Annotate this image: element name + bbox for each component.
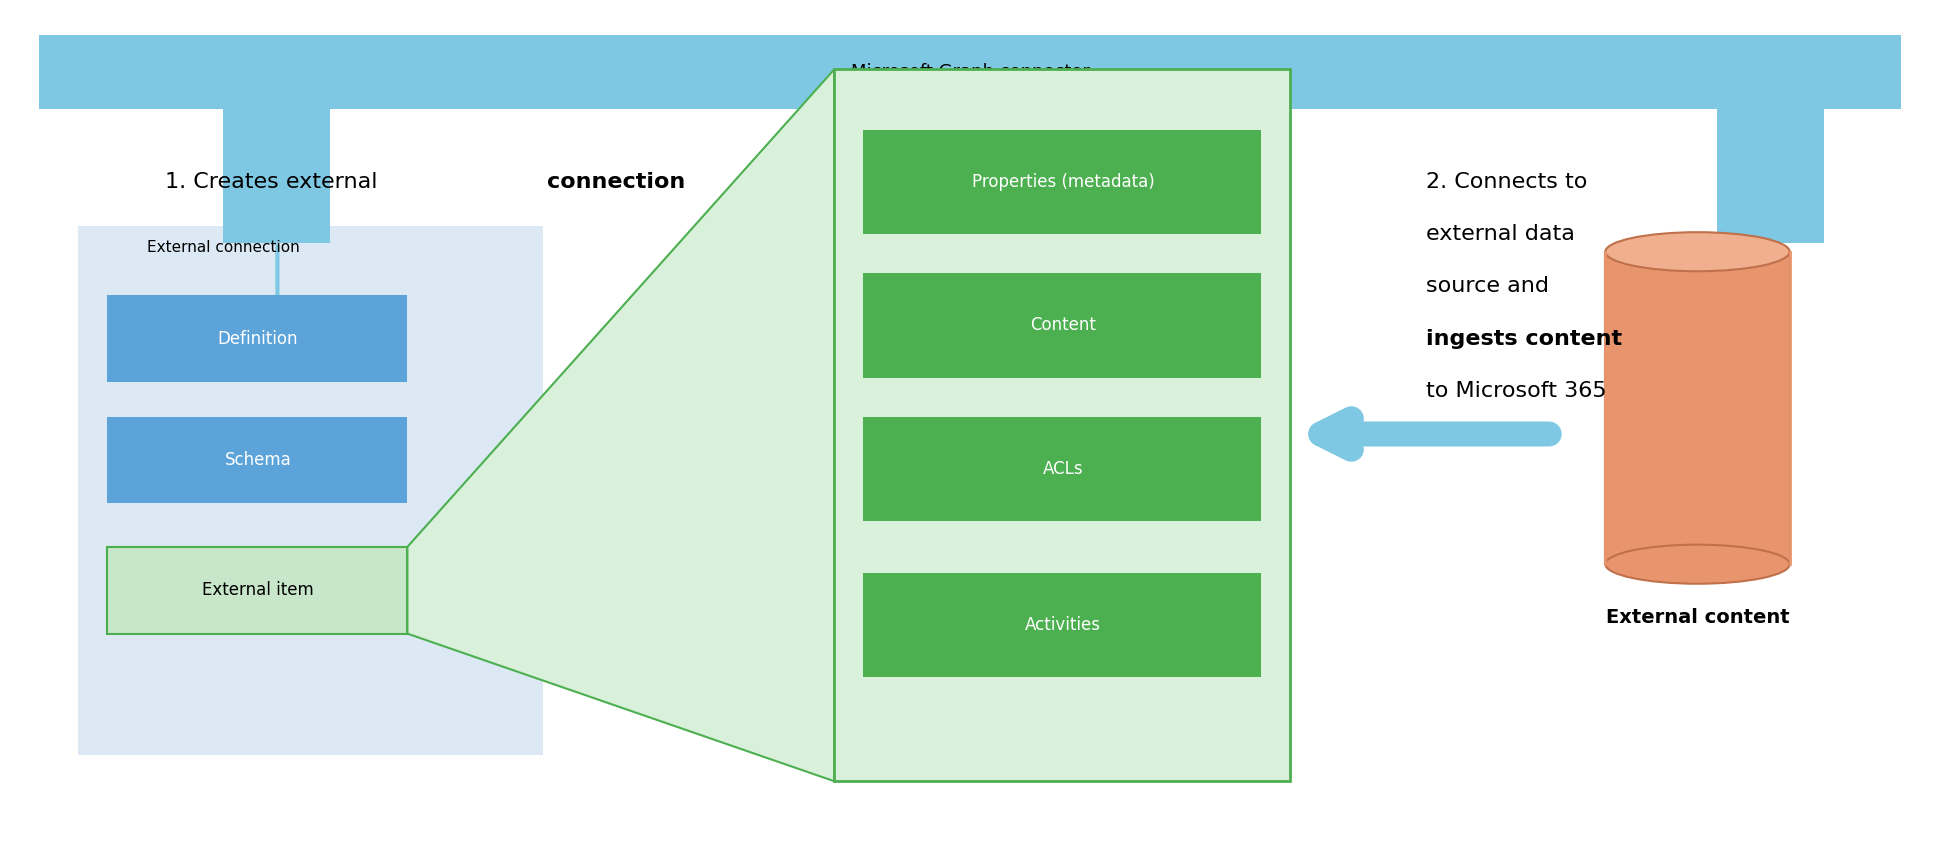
FancyBboxPatch shape <box>107 295 407 382</box>
Text: Schema: Schema <box>225 451 291 469</box>
Text: 2. Connects to: 2. Connects to <box>1425 172 1586 193</box>
Text: to Microsoft 365: to Microsoft 365 <box>1425 380 1605 401</box>
FancyBboxPatch shape <box>863 273 1260 378</box>
Ellipse shape <box>1604 233 1788 271</box>
FancyBboxPatch shape <box>863 130 1260 234</box>
Text: ACLs: ACLs <box>1043 460 1082 477</box>
Text: external data: external data <box>1425 224 1574 245</box>
Text: Content: Content <box>1030 317 1096 334</box>
Bar <box>1605 252 1788 564</box>
Bar <box>1716 108 1823 243</box>
Text: 1. Creates external: 1. Creates external <box>165 172 384 193</box>
Text: External connection: External connection <box>147 240 299 255</box>
Text: source and: source and <box>1425 276 1547 297</box>
FancyBboxPatch shape <box>78 226 543 755</box>
FancyBboxPatch shape <box>863 573 1260 677</box>
Polygon shape <box>407 69 834 781</box>
FancyBboxPatch shape <box>39 35 1900 108</box>
Text: Properties (metadata): Properties (metadata) <box>971 174 1154 191</box>
FancyBboxPatch shape <box>107 417 407 503</box>
Text: connection: connection <box>547 172 684 193</box>
Text: Activities: Activities <box>1024 616 1101 634</box>
Text: Definition: Definition <box>217 330 299 347</box>
Text: ingests content: ingests content <box>1425 328 1621 349</box>
Text: External item: External item <box>202 582 314 599</box>
Text: External content: External content <box>1605 608 1788 627</box>
FancyBboxPatch shape <box>834 69 1289 781</box>
FancyBboxPatch shape <box>863 417 1260 521</box>
Ellipse shape <box>1604 545 1788 584</box>
FancyBboxPatch shape <box>107 547 407 634</box>
Text: Microsoft Graph connector: Microsoft Graph connector <box>849 63 1090 81</box>
Bar <box>223 108 330 243</box>
